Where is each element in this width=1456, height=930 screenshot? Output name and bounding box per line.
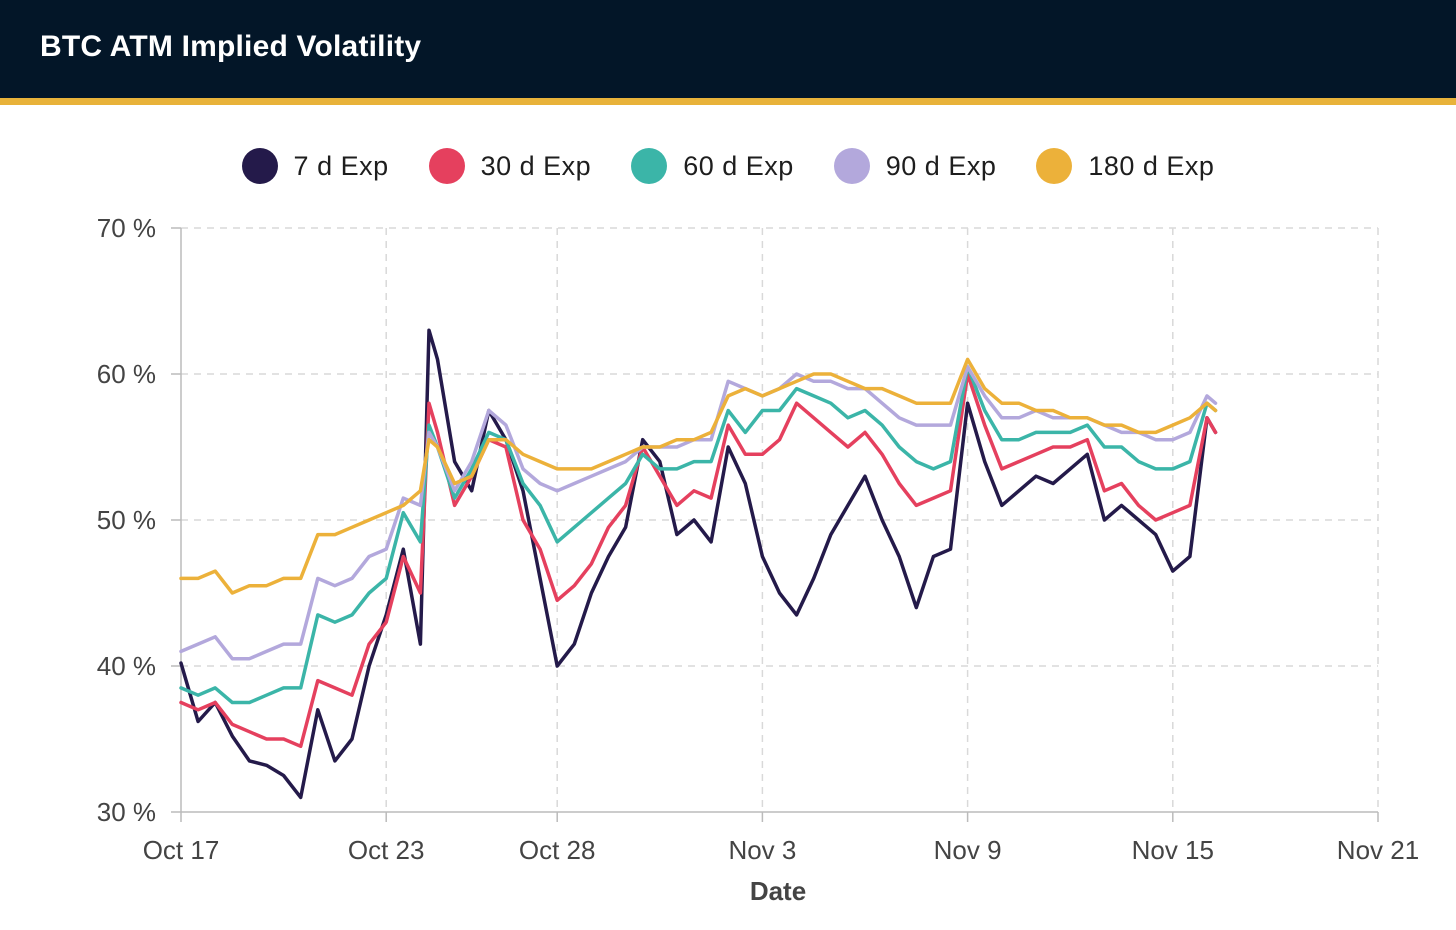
legend-item-30d[interactable]: 30 d Exp [428, 148, 592, 184]
legend-swatch-60d [631, 148, 668, 184]
legend-swatch-180d [1036, 148, 1073, 184]
y-tick-label: 40 % [97, 651, 156, 681]
legend-item-7d[interactable]: 7 d Exp [241, 148, 389, 184]
series-line-60-d-exp [179, 364, 1218, 705]
legend-swatch-90d [833, 148, 870, 184]
x-tick-label: Nov 9 [934, 835, 1002, 865]
series-line-7-d-exp [179, 328, 1218, 800]
legend-swatch-7d [241, 148, 278, 184]
legend-item-60d[interactable]: 60 d Exp [631, 148, 794, 184]
legend-label-30d: 30 d Exp [480, 150, 592, 181]
series-line-30-d-exp [179, 372, 1218, 749]
x-tick-label: Nov 15 [1132, 835, 1214, 865]
page-title: BTC ATM Implied Volatility [40, 30, 422, 63]
legend-swatch-30d [428, 148, 465, 184]
x-tick-label: Oct 23 [348, 835, 425, 865]
y-tick-label: 60 % [97, 359, 156, 389]
chart-header: BTC ATM Implied Volatility [0, 0, 1456, 98]
chart-legend: 7 d Exp 30 d Exp 60 d Exp 90 d Exp 180 d… [0, 140, 1456, 192]
x-tick-label: Oct 28 [519, 835, 596, 865]
x-axis-label: Date [750, 876, 806, 906]
legend-label-7d: 7 d Exp [293, 150, 389, 181]
series-line-180-d-exp [179, 357, 1218, 595]
series-lines [179, 328, 1218, 800]
y-tick-label: 50 % [97, 505, 156, 535]
x-tick-label: Oct 17 [143, 835, 220, 865]
header-accent-rule [0, 98, 1456, 105]
legend-item-90d[interactable]: 90 d Exp [833, 148, 997, 184]
legend-item-180d[interactable]: 180 d Exp [1036, 148, 1214, 184]
legend-label-90d: 90 d Exp [885, 150, 997, 181]
series-line-90-d-exp [179, 364, 1218, 661]
y-tick-label: 30 % [97, 797, 156, 827]
y-tick-label: 70 % [97, 213, 156, 243]
legend-label-60d: 60 d Exp [683, 150, 794, 181]
legend-label-180d: 180 d Exp [1088, 150, 1215, 181]
x-tick-label: Nov 21 [1337, 835, 1419, 865]
axes: Oct 17 Oct 23 Oct 28 Nov 3 Nov 9 Nov 15 Nov 21… [97, 213, 1419, 865]
x-tick-label: Nov 3 [728, 835, 796, 865]
grid-lines [181, 227, 1379, 812]
